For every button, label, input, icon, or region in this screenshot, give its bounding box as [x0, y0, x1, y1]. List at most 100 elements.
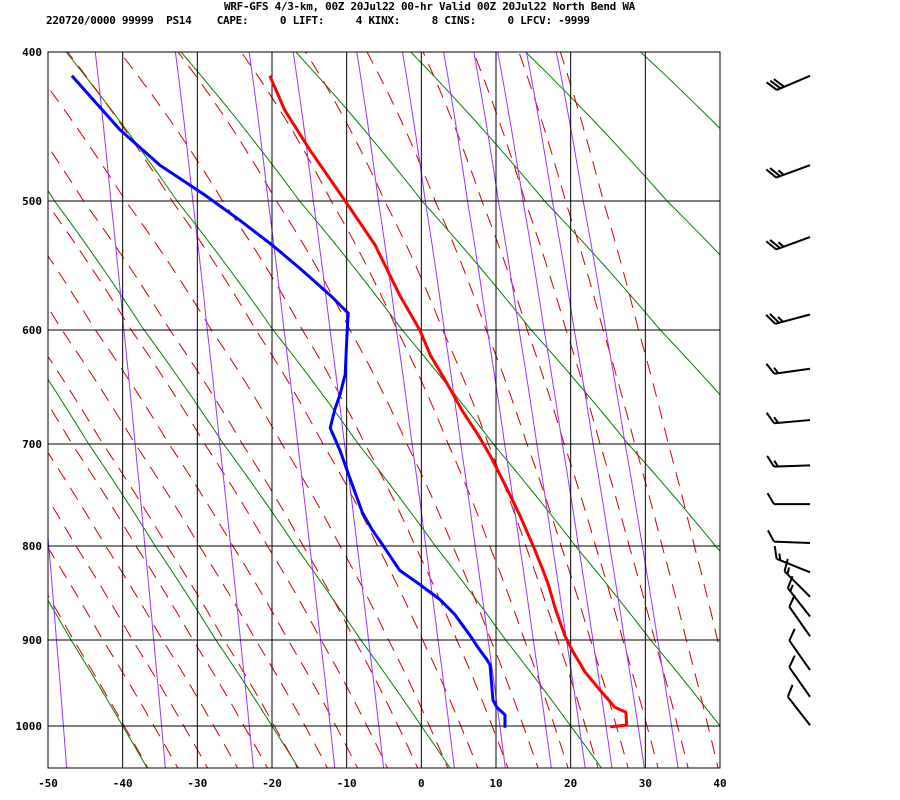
barb-feather — [765, 81, 778, 91]
dry-adiabat-line — [524, 52, 720, 256]
chart-title: WRF-GFS 4/3-km, 00Z 20Jul22 00-hr Valid … — [224, 0, 635, 13]
barb-shaft — [776, 74, 811, 91]
y-tick-label: 1000 — [16, 720, 43, 733]
mixing-ratio-line — [48, 530, 68, 768]
moist-adiabat-line — [48, 546, 179, 768]
wind-barbs — [765, 74, 811, 726]
dry-adiabat-line — [48, 378, 300, 768]
barb-feather — [773, 78, 785, 88]
mixing-ratio-line — [473, 52, 586, 768]
barb-half-feather — [778, 553, 782, 561]
barb-shaft — [787, 696, 811, 726]
background-lines — [48, 45, 900, 777]
y-tick-label: 700 — [22, 438, 42, 451]
mixing-ratio-line — [401, 52, 506, 768]
barb-shaft — [774, 419, 811, 425]
moist-adiabat-line — [518, 52, 719, 768]
barb-shaft — [788, 666, 811, 698]
moist-adiabat-line — [48, 145, 419, 768]
wind-barb — [783, 558, 811, 598]
wind-barb — [765, 236, 811, 251]
barb-feather — [767, 529, 775, 543]
barb-feather — [786, 684, 794, 698]
moist-adiabat-line — [366, 52, 629, 768]
moist-adiabat-line — [304, 52, 599, 768]
barb-feather — [765, 412, 775, 424]
mixing-ratio-line — [356, 52, 455, 768]
moist-adiabat-line — [240, 52, 569, 768]
moist-adiabat-line — [66, 52, 479, 768]
barb-feather — [765, 314, 776, 325]
barb-half-feather — [789, 584, 794, 592]
barb-half-feather — [777, 316, 784, 323]
wind-barb — [765, 164, 811, 179]
y-tick-label: 600 — [22, 324, 42, 337]
mixing-ratio-line — [94, 52, 166, 768]
x-tick-label: 30 — [639, 777, 652, 790]
barb-shaft — [776, 557, 811, 574]
barb-shaft — [774, 313, 811, 325]
wind-barb — [765, 412, 811, 425]
moist-adiabat-line — [422, 52, 659, 768]
y-tick-label: 400 — [22, 46, 42, 59]
moist-adiabat-line — [48, 255, 359, 768]
dry-adiabat-line — [862, 45, 900, 777]
wind-barb — [788, 594, 811, 637]
barb-half-feather — [777, 241, 785, 248]
wind-barb — [788, 655, 811, 698]
barb-feather — [765, 240, 777, 251]
barb-feather — [765, 363, 776, 375]
moist-adiabat-line — [48, 403, 269, 768]
dry-adiabat-line — [295, 52, 720, 552]
barb-half-feather — [773, 416, 779, 424]
y-tick-label: 500 — [22, 195, 42, 208]
wind-barb — [765, 313, 811, 325]
barb-half-feather — [773, 460, 779, 468]
dry-adiabat-line — [180, 52, 720, 727]
x-tick-label: -30 — [187, 777, 207, 790]
dry-adiabat-line — [48, 599, 148, 768]
x-tick-label: 0 — [418, 777, 425, 790]
wind-barb — [765, 363, 811, 375]
moist-adiabat-line — [48, 451, 239, 768]
barb-shaft — [775, 164, 811, 179]
barb-feather — [766, 455, 775, 468]
barb-feather — [769, 239, 781, 249]
barb-feather — [788, 655, 796, 668]
wind-barb — [773, 546, 811, 574]
x-tick-label: -10 — [337, 777, 357, 790]
x-tick-label: -50 — [38, 777, 58, 790]
barb-shaft — [788, 640, 811, 671]
barb-feather — [769, 167, 781, 177]
dry-adiabat-line — [48, 189, 451, 768]
moist-adiabat-line — [48, 306, 328, 768]
barb-half-feather — [773, 367, 780, 374]
temperature-line — [268, 75, 629, 729]
x-tick-label: 10 — [489, 777, 502, 790]
mixing-ratio-line — [555, 52, 679, 768]
moist-adiabat-line — [119, 52, 509, 768]
barb-half-feather — [777, 169, 785, 176]
x-tick-label: 20 — [564, 777, 577, 790]
y-tick-label: 800 — [22, 540, 42, 553]
barb-feather — [783, 558, 789, 572]
dry-adiabat-line — [747, 45, 900, 777]
barb-feather — [788, 628, 796, 642]
sounding-indices: 220720/0000 99999 PS14 CAPE: 0 LIFT: 4 K… — [46, 14, 590, 27]
x-tick-label: 40 — [713, 777, 726, 790]
barb-feather — [773, 546, 778, 559]
barb-shaft — [783, 570, 811, 598]
wind-barb — [788, 628, 811, 671]
barb-feather — [769, 313, 780, 324]
wind-barb — [766, 455, 811, 468]
mixing-ratio-line — [497, 52, 613, 768]
barb-feather — [766, 492, 775, 505]
moist-adiabat-line — [559, 52, 720, 652]
mixing-ratio-line — [248, 52, 336, 768]
barb-feather — [788, 594, 796, 608]
barb-shaft — [787, 587, 811, 618]
mixing-ratio-line — [174, 52, 254, 768]
barb-shaft — [788, 606, 811, 637]
barb-shaft — [775, 236, 811, 251]
mixing-ratio-line — [443, 52, 552, 768]
